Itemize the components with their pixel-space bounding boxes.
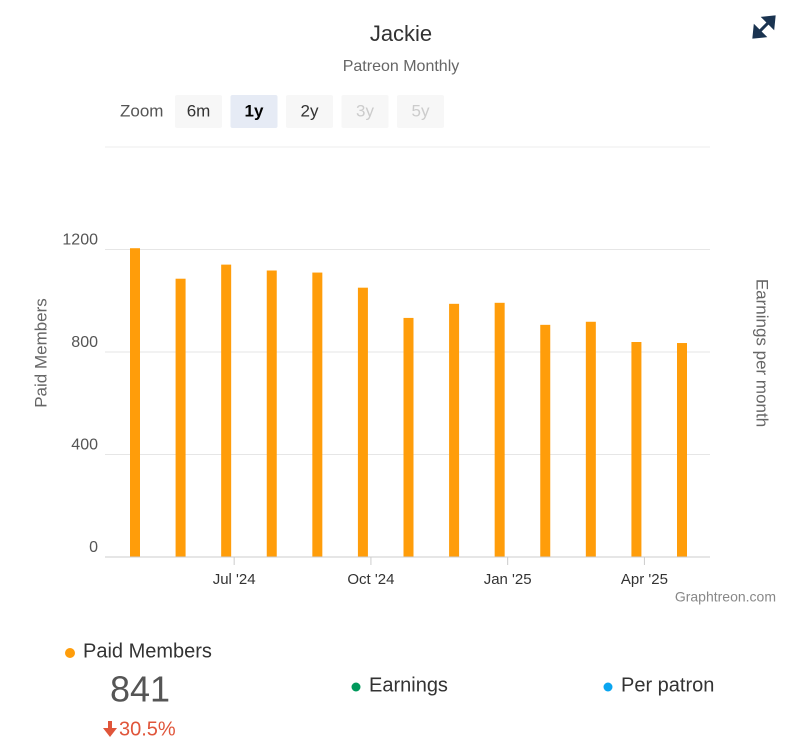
legend-label[interactable]: Per patron xyxy=(621,674,714,696)
bar xyxy=(312,272,323,557)
bar xyxy=(175,278,186,557)
bar xyxy=(585,321,596,557)
credit: Graphtreon.com xyxy=(675,589,776,605)
zoom-button-label: 5y xyxy=(412,101,430,120)
chart-title: Jackie xyxy=(370,21,432,46)
zoom-button-label: 3y xyxy=(356,101,374,120)
expand-icon[interactable] xyxy=(752,15,776,39)
bar xyxy=(357,287,368,557)
current-value: 841 xyxy=(110,669,170,710)
x-tick-label: Apr '25 xyxy=(621,571,668,588)
y-tick-label: 800 xyxy=(71,334,98,351)
bar xyxy=(130,248,140,557)
bar xyxy=(631,342,642,557)
chart-subtitle: Patreon Monthly xyxy=(343,58,460,75)
bar xyxy=(266,270,277,557)
bar xyxy=(677,343,687,557)
zoom-label: Zoom xyxy=(120,101,163,120)
zoom-button[interactable] xyxy=(286,95,333,128)
bar xyxy=(221,264,232,557)
zoom-button-label[interactable]: 6m xyxy=(187,101,211,120)
bar xyxy=(403,317,414,557)
y-tick-label: 0 xyxy=(89,539,98,556)
zoom-button xyxy=(341,95,389,128)
x-tick-label: Jul '24 xyxy=(213,571,256,588)
legend-marker xyxy=(65,648,75,658)
legend-marker xyxy=(351,682,361,692)
legend-label[interactable]: Paid Members xyxy=(83,640,212,662)
legend-label[interactable]: Earnings xyxy=(369,674,448,696)
y-axis-label: Paid Members xyxy=(31,298,50,408)
y-tick-label: 400 xyxy=(71,437,98,454)
zoom-button xyxy=(397,95,444,128)
down-arrow xyxy=(103,721,117,737)
x-tick-label: Oct '24 xyxy=(347,571,394,588)
zoom-button[interactable] xyxy=(175,95,222,128)
legend-marker xyxy=(603,682,613,692)
change-value: 30.5% xyxy=(119,718,176,740)
zoom-button-label[interactable]: 1y xyxy=(245,101,264,120)
bar xyxy=(494,302,505,557)
y2-axis-label: Earnings per month xyxy=(753,279,772,427)
y-tick-label: 1200 xyxy=(62,232,98,249)
bar xyxy=(540,324,551,557)
x-tick-label: Jan '25 xyxy=(484,571,532,588)
zoom-button-label[interactable]: 2y xyxy=(301,101,319,120)
zoom-button[interactable] xyxy=(230,95,278,128)
bar xyxy=(449,303,460,557)
